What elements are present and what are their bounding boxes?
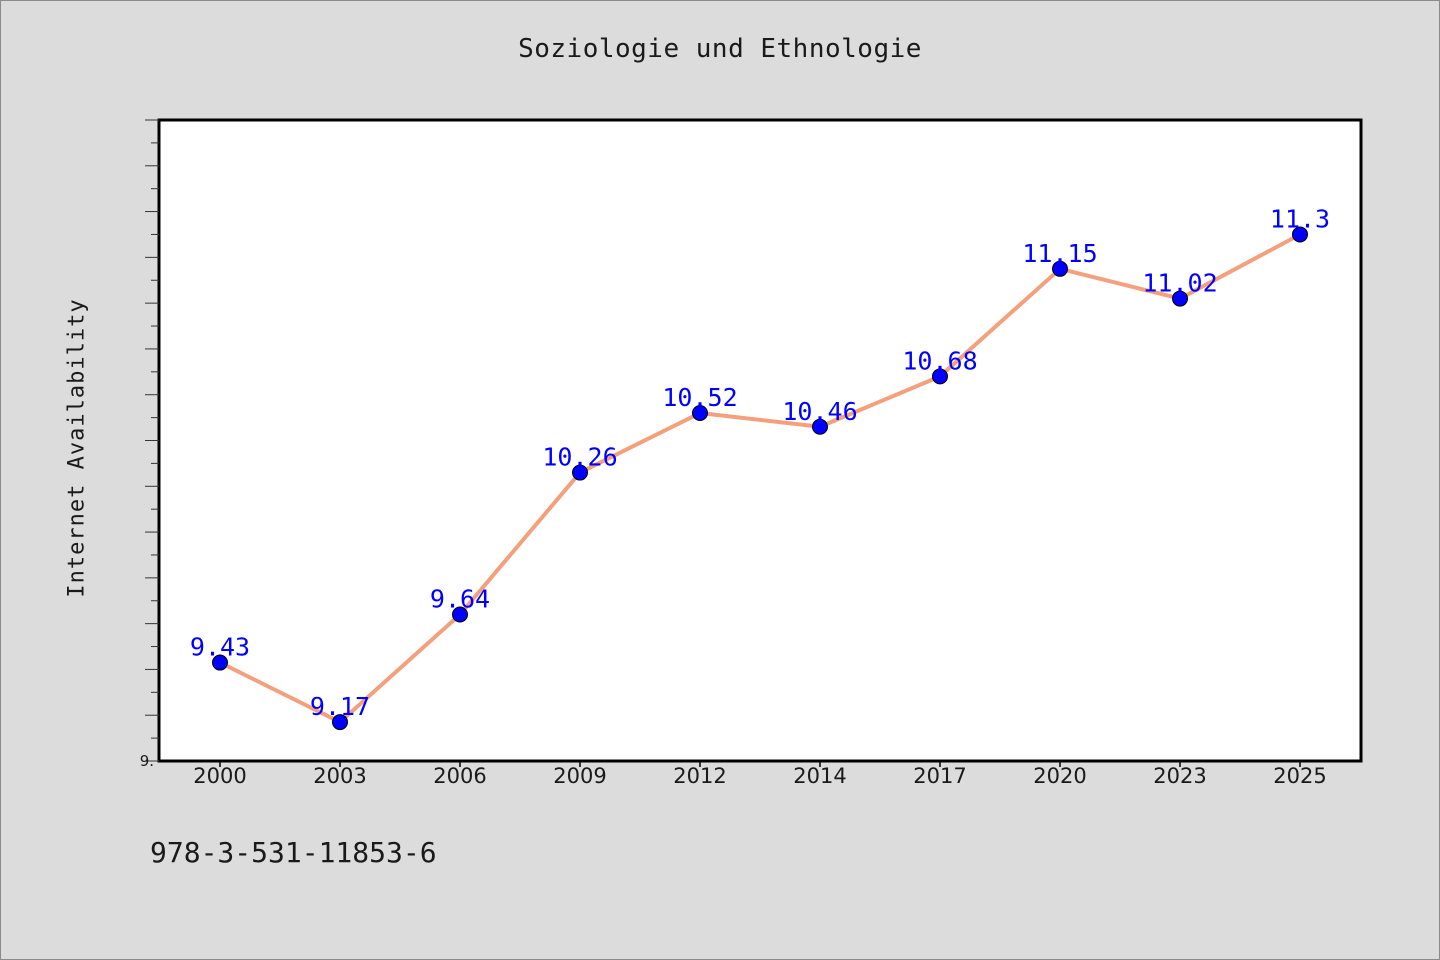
chart-title: Soziologie und Ethnologie [518,34,922,64]
x-tick-label: 2023 [1153,764,1206,788]
data-point [692,405,708,422]
data-label: 9.17 [310,692,370,721]
x-tick-label: 2006 [433,764,486,788]
isbn-text: 978-3-531-11853-6 [150,836,437,869]
x-tick-label: 2003 [313,764,366,788]
x-tick-label: 2000 [193,764,246,788]
data-point [1292,226,1308,243]
data-label: 10.68 [902,346,977,375]
data-point [452,606,468,623]
data-label: 11.02 [1142,269,1217,298]
plot-area [157,118,1363,763]
markers-group [212,226,1308,731]
data-label: 10.46 [782,397,857,426]
series-line [219,232,1301,725]
data-point [932,368,948,385]
data-label: 11.15 [1022,239,1097,268]
x-tick-label: 2014 [793,764,846,788]
data-point [1172,290,1188,307]
data-point [212,654,228,671]
series-line-group [219,232,1301,725]
y-tick-label: 9. [140,752,154,770]
data-point [1052,260,1068,277]
data-labels-group: 9.43 9.17 9.64 10.26 10.52 10.46 10.68 11.15 11.… [190,204,1330,721]
data-label: 11.3 [1270,204,1330,233]
x-tick-label: 2017 [913,764,966,788]
data-label: 10.26 [542,443,617,472]
x-ticks: 2000 2003 2006 2009 2012 2014 2017 2020 2023 2025 [193,761,1327,788]
data-point [572,464,588,481]
y-ticks: 9. [140,119,159,770]
data-point [812,418,828,435]
x-tick-label: 2009 [553,764,606,788]
x-tick-label: 2012 [673,764,726,788]
x-tick-label: 2020 [1033,764,1086,788]
data-label: 10.52 [662,383,737,412]
data-label: 9.64 [430,584,490,613]
data-point [332,714,348,731]
x-tick-label: 2025 [1273,764,1326,788]
data-label: 9.43 [190,633,250,662]
